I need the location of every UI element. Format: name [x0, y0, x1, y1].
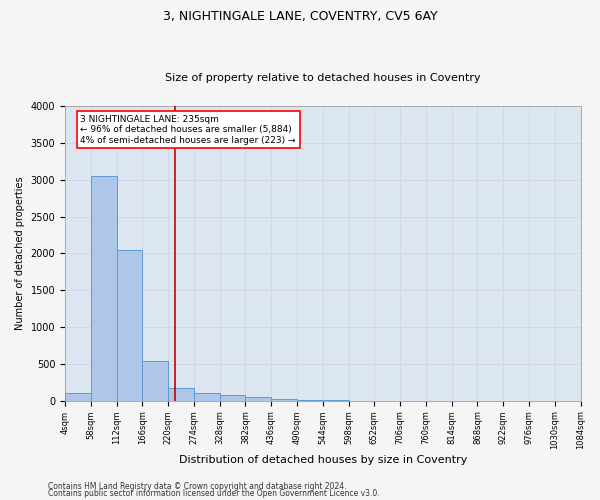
Bar	[116, 250, 142, 400]
Bar	[194, 394, 220, 400]
Text: Contains HM Land Registry data © Crown copyright and database right 2024.: Contains HM Land Registry data © Crown c…	[48, 482, 347, 491]
Bar	[168, 388, 194, 400]
Bar	[271, 398, 297, 400]
Bar	[65, 394, 91, 400]
Text: Contains public sector information licensed under the Open Government Licence v3: Contains public sector information licen…	[48, 490, 380, 498]
Bar	[220, 395, 245, 400]
X-axis label: Distribution of detached houses by size in Coventry: Distribution of detached houses by size …	[179, 455, 467, 465]
Title: Size of property relative to detached houses in Coventry: Size of property relative to detached ho…	[165, 73, 481, 83]
Bar	[245, 397, 271, 400]
Text: 3, NIGHTINGALE LANE, COVENTRY, CV5 6AY: 3, NIGHTINGALE LANE, COVENTRY, CV5 6AY	[163, 10, 437, 23]
Y-axis label: Number of detached properties: Number of detached properties	[15, 176, 25, 330]
Text: 3 NIGHTINGALE LANE: 235sqm
← 96% of detached houses are smaller (5,884)
4% of se: 3 NIGHTINGALE LANE: 235sqm ← 96% of deta…	[80, 115, 296, 144]
Bar	[91, 176, 116, 400]
Bar	[142, 361, 168, 401]
